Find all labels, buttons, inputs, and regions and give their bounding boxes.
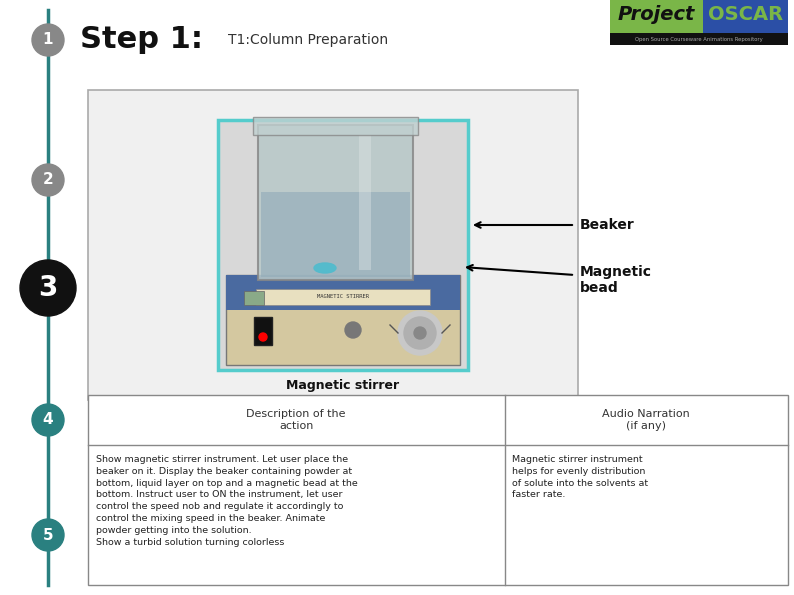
Bar: [258, 125, 413, 280]
Bar: [610, 0, 703, 33]
Circle shape: [414, 327, 426, 339]
Text: 3: 3: [38, 274, 58, 302]
Text: T1:Column Preparation: T1:Column Preparation: [228, 33, 388, 47]
Text: Audio Narration
(if any): Audio Narration (if any): [603, 409, 690, 431]
Ellipse shape: [314, 263, 336, 273]
Bar: [226, 275, 460, 310]
Text: Magnetic stirrer instrument
helps for evenly distribution
of solute into the sol: Magnetic stirrer instrument helps for ev…: [512, 455, 649, 499]
Text: 5: 5: [43, 528, 53, 543]
Circle shape: [32, 164, 64, 196]
Circle shape: [259, 333, 267, 341]
Bar: [261, 192, 410, 277]
Bar: [256, 289, 430, 305]
Text: 2: 2: [43, 173, 53, 187]
Text: Magnetic stirrer: Magnetic stirrer: [287, 378, 399, 392]
Bar: [253, 117, 418, 135]
Text: Project: Project: [618, 5, 695, 23]
Bar: [88, 395, 788, 585]
Text: 4: 4: [43, 412, 53, 427]
Bar: [610, 33, 788, 45]
Text: Description of the
action: Description of the action: [246, 409, 346, 431]
Bar: [226, 275, 460, 365]
Bar: [359, 135, 371, 270]
Circle shape: [20, 260, 76, 316]
Bar: [88, 90, 578, 400]
Text: Open Source Courseware Animations Repository: Open Source Courseware Animations Reposi…: [635, 36, 763, 42]
Text: Magnetic
bead: Magnetic bead: [580, 265, 652, 295]
Circle shape: [345, 322, 361, 338]
Circle shape: [32, 24, 64, 56]
Circle shape: [32, 404, 64, 436]
Circle shape: [404, 317, 436, 349]
Circle shape: [32, 519, 64, 551]
Bar: [244, 291, 264, 305]
Bar: [254, 317, 272, 345]
Bar: [703, 0, 788, 33]
Bar: [218, 120, 468, 370]
Circle shape: [398, 311, 442, 355]
Text: MAGNETIC STIRRER: MAGNETIC STIRRER: [317, 295, 369, 299]
Text: Beaker: Beaker: [580, 218, 634, 232]
Text: OSCAR: OSCAR: [707, 5, 783, 23]
Text: Show magnetic stirrer instrument. Let user place the
beaker on it. Display the b: Show magnetic stirrer instrument. Let us…: [96, 455, 358, 547]
Text: Step 1:: Step 1:: [80, 26, 203, 55]
Text: 1: 1: [43, 33, 53, 48]
